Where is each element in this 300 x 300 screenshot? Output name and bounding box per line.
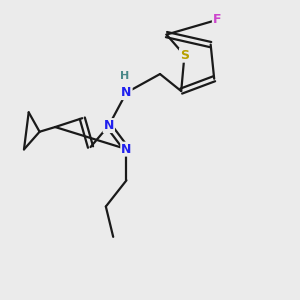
Text: N: N (103, 119, 114, 132)
Text: N: N (121, 86, 132, 99)
Text: F: F (213, 14, 221, 26)
Text: S: S (180, 49, 189, 62)
Text: H: H (120, 71, 130, 81)
Text: N: N (121, 142, 132, 156)
